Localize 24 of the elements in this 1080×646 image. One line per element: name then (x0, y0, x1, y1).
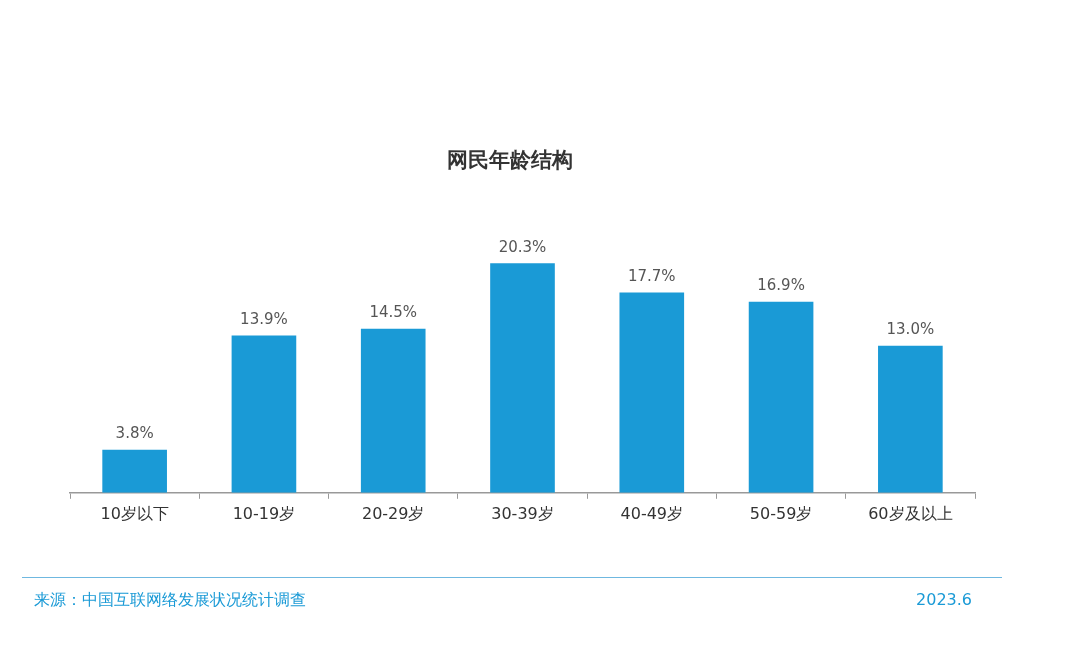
bar (619, 292, 685, 493)
data-label: 3.8% (115, 424, 154, 443)
bar (490, 263, 555, 493)
x-tick-label: 40-49岁 (620, 503, 684, 523)
data-label: 17.7% (627, 266, 676, 285)
bar (878, 345, 943, 493)
x-tick-label: 50-59岁 (749, 503, 813, 523)
data-label: 16.9% (757, 276, 805, 295)
x-tick-label: 20-29岁 (361, 503, 425, 523)
x-tick-label: 30-39岁 (491, 503, 554, 523)
bar (360, 328, 426, 493)
x-tick-label: 60岁及以上 (868, 503, 953, 523)
text: 2023.6 (916, 590, 972, 609)
bar (102, 449, 167, 493)
bar (231, 335, 297, 493)
source-note: 来源：中国互联网络发展状况统计调查 (34, 590, 306, 611)
x-tick-label: 10-19岁 (232, 503, 296, 523)
data-label: 20.3% (498, 237, 547, 256)
data-label: 13.0% (886, 320, 935, 339)
data-label: 13.9% (240, 309, 288, 328)
x-tick-label: 10岁以下 (100, 503, 169, 523)
data-label: 14.5% (369, 303, 418, 322)
chart-title: 网民年龄结构 (446, 147, 574, 174)
bar (748, 301, 814, 493)
